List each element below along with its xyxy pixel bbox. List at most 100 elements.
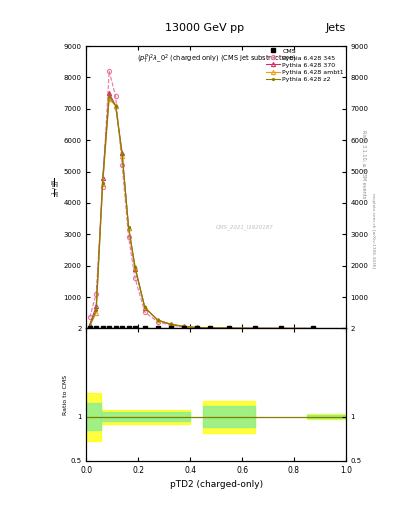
Pythia 6.428 z2 [182,324,186,330]
Pythia 6.428 z2 [100,180,105,186]
Pythia 6.428 z2 [107,93,112,99]
Pythia 6.428 ambt1 [113,102,118,109]
Y-axis label: $\frac{1}{\mathrm{d}N}\,/\,\frac{\mathrm{d}N}{\mathrm{d}\lambda}$: $\frac{1}{\mathrm{d}N}\,/\,\frac{\mathrm… [50,178,62,197]
Pythia 6.428 ambt1 [133,264,138,270]
Pythia 6.428 370 [142,305,147,311]
Pythia 6.428 ambt1 [87,324,92,330]
Pythia 6.428 345 [182,324,186,330]
Pythia 6.428 z2 [208,325,212,331]
Pythia 6.428 ambt1 [100,181,105,187]
Pythia 6.428 370 [120,150,125,156]
Line: CMS: CMS [88,327,315,330]
Pythia 6.428 z2 [94,307,99,313]
Pythia 6.428 370 [126,225,131,231]
Pythia 6.428 z2 [311,325,316,331]
CMS [253,325,257,331]
Bar [203,406,255,428]
CMS [279,325,283,331]
Pythia 6.428 345 [107,68,112,74]
Pythia 6.428 370 [87,322,92,328]
Pythia 6.428 345 [126,234,131,241]
Text: Rivet 3.1.10, ≥ 3.3M events: Rivet 3.1.10, ≥ 3.3M events [361,130,366,198]
Pythia 6.428 345 [133,275,138,281]
Bar [86,393,101,440]
Pythia 6.428 370 [195,325,199,331]
Pythia 6.428 z2 [126,224,131,230]
Pythia 6.428 370 [253,325,257,331]
Line: Pythia 6.428 z2: Pythia 6.428 z2 [88,95,315,330]
Pythia 6.428 ambt1 [107,96,112,102]
CMS [142,325,147,331]
CMS [208,325,212,331]
Pythia 6.428 370 [100,175,105,181]
Pythia 6.428 z2 [120,151,125,157]
Pythia 6.428 345 [169,322,173,328]
Pythia 6.428 345 [120,162,125,168]
Pythia 6.428 ambt1 [94,310,99,316]
Text: Jets: Jets [325,23,346,33]
Pythia 6.428 ambt1 [169,321,173,327]
Line: Pythia 6.428 ambt1: Pythia 6.428 ambt1 [88,97,316,331]
Pythia 6.428 z2 [227,325,231,331]
Pythia 6.428 345 [279,325,283,331]
Pythia 6.428 345 [156,319,160,325]
Pythia 6.428 z2 [156,317,160,323]
Pythia 6.428 z2 [133,264,138,270]
Pythia 6.428 345 [94,291,99,297]
Pythia 6.428 345 [253,325,257,331]
Pythia 6.428 370 [113,102,118,109]
Pythia 6.428 z2 [279,325,283,331]
Pythia 6.428 370 [182,324,186,330]
Line: Pythia 6.428 345: Pythia 6.428 345 [88,69,316,331]
Legend: CMS, Pythia 6.428 345, Pythia 6.428 370, Pythia 6.428 ambt1, Pythia 6.428 z2: CMS, Pythia 6.428 345, Pythia 6.428 370,… [265,47,345,82]
Pythia 6.428 345 [311,325,316,331]
Pythia 6.428 370 [156,317,160,324]
Pythia 6.428 345 [142,309,147,315]
CMS [133,325,138,331]
Pythia 6.428 345 [208,325,212,331]
CMS [182,325,186,331]
Pythia 6.428 ambt1 [279,325,283,331]
Line: Pythia 6.428 370: Pythia 6.428 370 [88,91,316,331]
Text: CMS_2021_I1920187: CMS_2021_I1920187 [216,224,274,230]
Bar [101,412,190,421]
Pythia 6.428 z2 [142,304,147,310]
CMS [311,325,316,331]
Bar [86,403,101,430]
Bar [307,415,346,418]
Pythia 6.428 370 [208,325,212,331]
CMS [94,325,99,331]
CMS [195,325,199,331]
Pythia 6.428 370 [94,304,99,310]
Pythia 6.428 ambt1 [142,304,147,310]
Pythia 6.428 z2 [113,102,118,109]
Pythia 6.428 345 [113,93,118,99]
Pythia 6.428 370 [169,322,173,328]
Pythia 6.428 z2 [253,325,257,331]
CMS [227,325,231,331]
Text: 13000 GeV pp: 13000 GeV pp [165,23,244,33]
Pythia 6.428 z2 [195,324,199,330]
Pythia 6.428 ambt1 [253,325,257,331]
Pythia 6.428 z2 [169,321,173,327]
Pythia 6.428 ambt1 [227,325,231,331]
Pythia 6.428 345 [195,325,199,331]
CMS [107,325,112,331]
Text: mcplots.cern.ch [arXiv:1306.3436]: mcplots.cern.ch [arXiv:1306.3436] [371,193,375,268]
CMS [87,325,92,331]
Bar [101,410,190,424]
Bar [203,401,255,433]
Pythia 6.428 ambt1 [156,317,160,323]
CMS [113,325,118,331]
Y-axis label: Ratio to CMS: Ratio to CMS [63,375,68,415]
Pythia 6.428 370 [133,266,138,272]
Pythia 6.428 370 [311,325,316,331]
Pythia 6.428 ambt1 [120,153,125,159]
Pythia 6.428 ambt1 [311,325,316,331]
CMS [120,325,125,331]
Pythia 6.428 345 [227,325,231,331]
CMS [126,325,131,331]
CMS [169,325,173,331]
Pythia 6.428 ambt1 [182,324,186,330]
Pythia 6.428 345 [100,184,105,190]
